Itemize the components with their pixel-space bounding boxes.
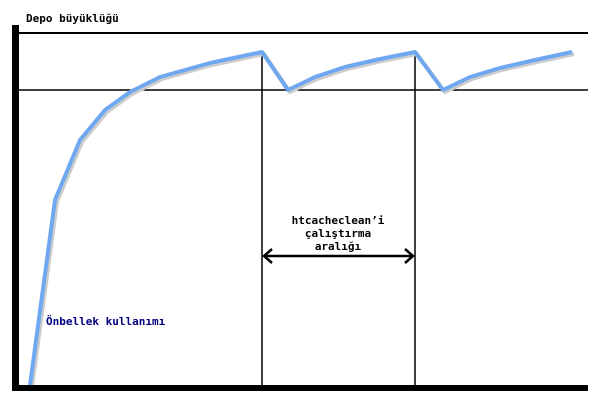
interval-arrow — [262, 248, 415, 264]
curve-label: Önbellek kullanımı — [46, 314, 166, 328]
cache-usage-curve — [28, 50, 573, 386]
y-axis — [12, 25, 19, 391]
x-axis — [12, 385, 588, 391]
cache-usage-curve-shadow — [30, 51, 575, 388]
interval-label-line-3: aralığı — [315, 240, 362, 253]
y-axis-label: Depo büyüklüğü — [26, 12, 119, 25]
interval-label-line-2: çalıştırma — [305, 227, 371, 240]
interval-label-line-1: htcacheclean’i — [292, 214, 385, 227]
